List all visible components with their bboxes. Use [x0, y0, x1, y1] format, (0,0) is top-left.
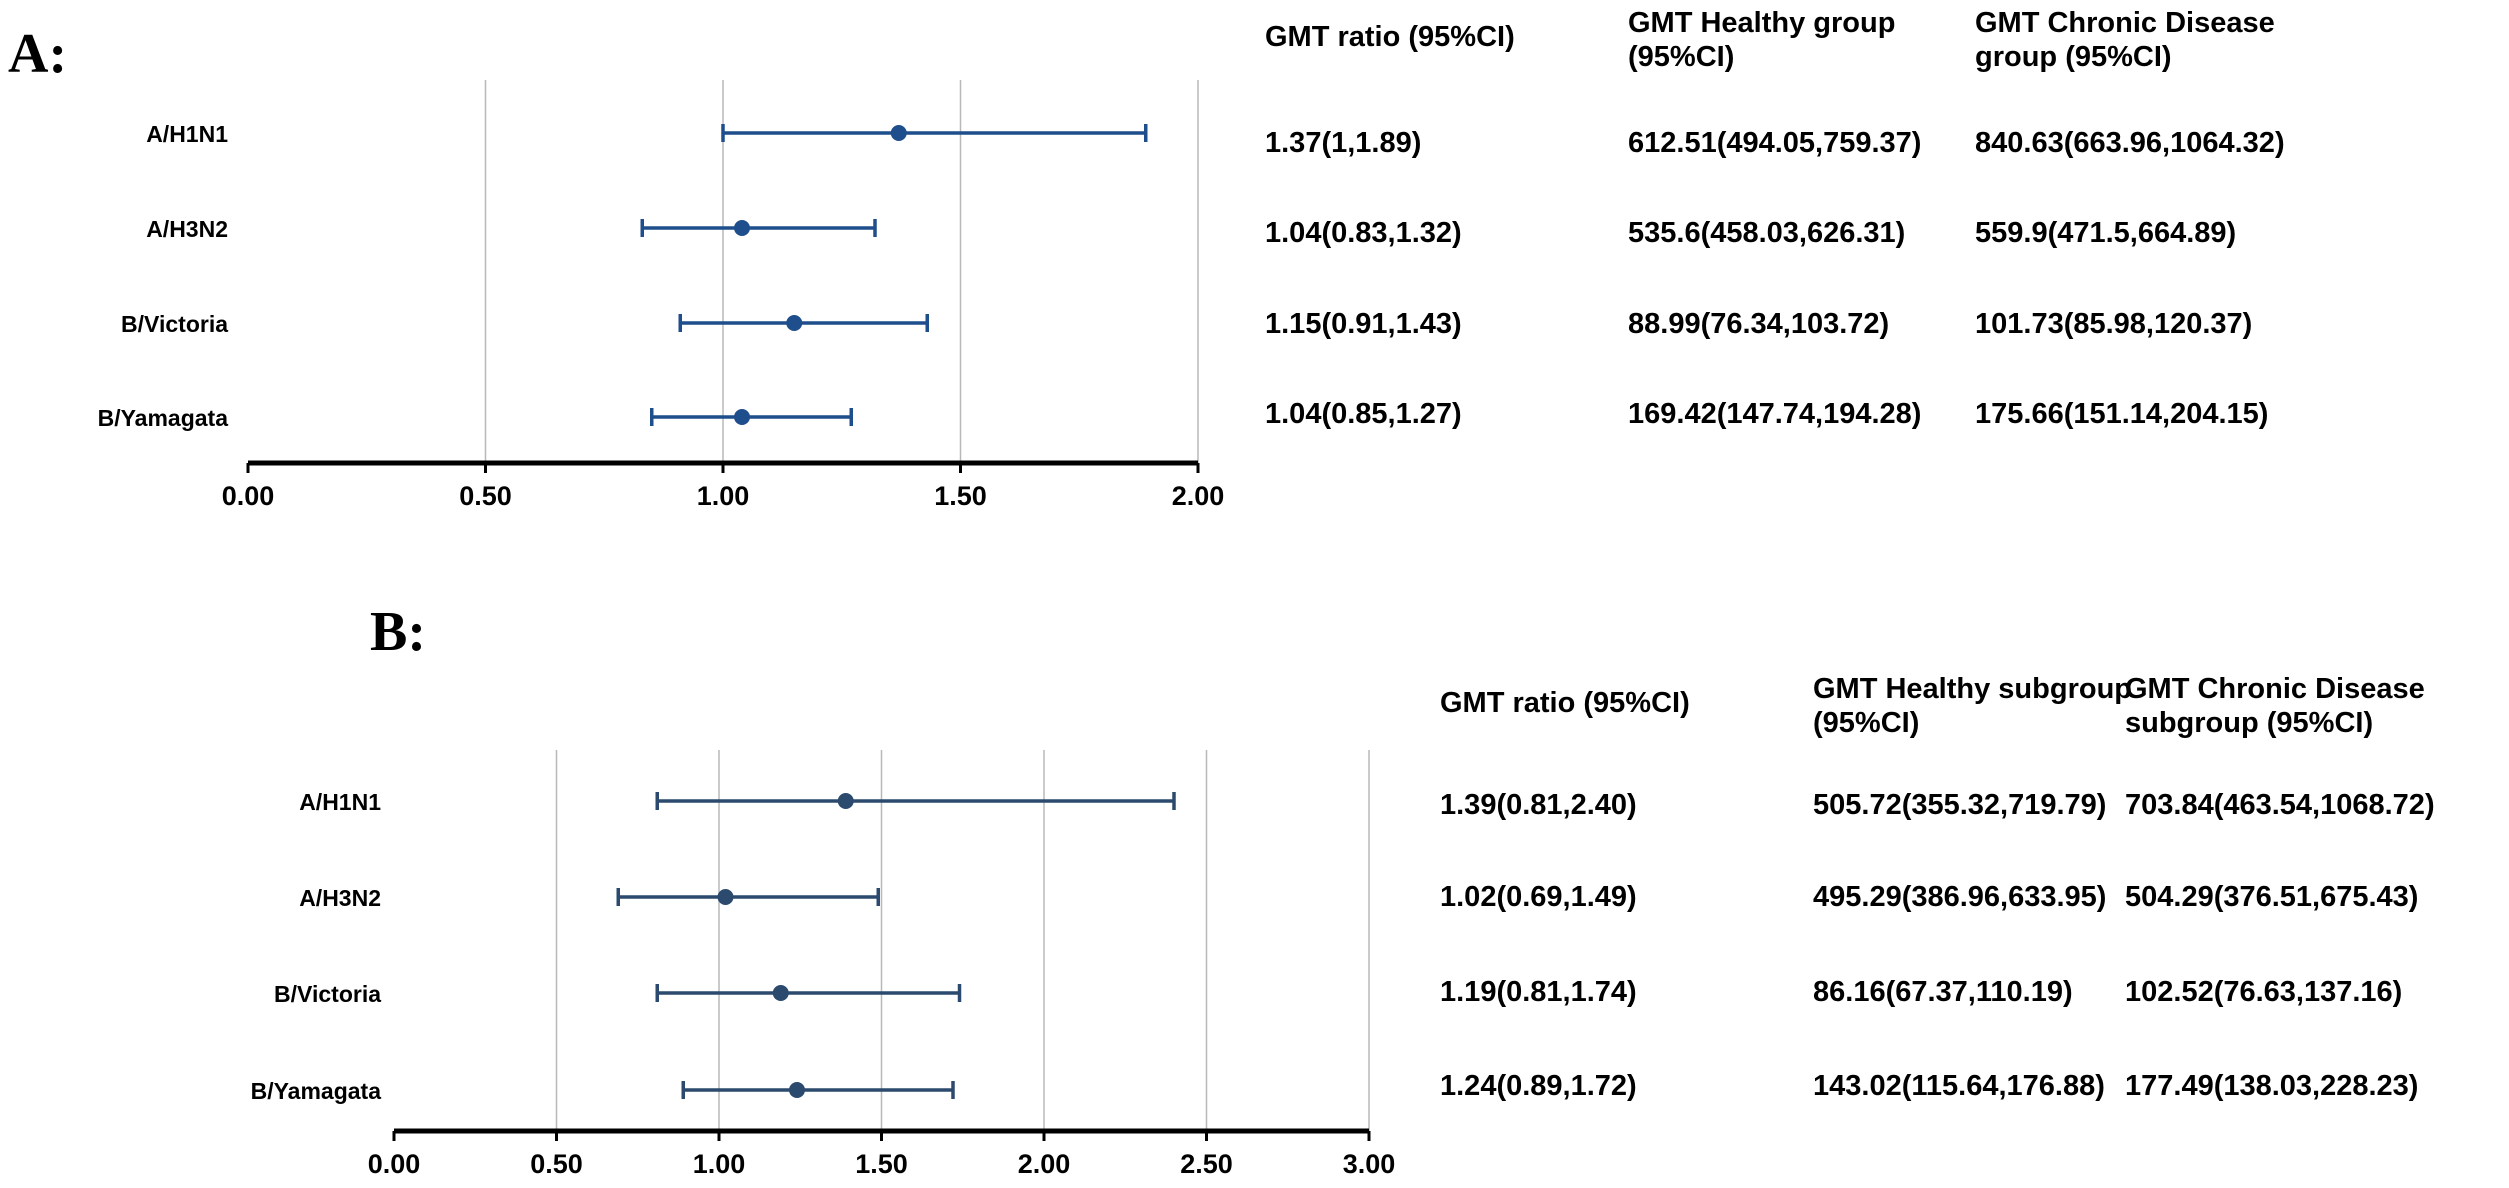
panel-b-row1-healthy: 505.72(355.32,719.79) — [1813, 789, 2107, 821]
panel-b-row3-ratio: 1.19(0.81,1.74) — [1440, 976, 1637, 1008]
panel-a-row2-ratio: 1.04(0.83,1.32) — [1265, 217, 1462, 249]
panel-a-row3-healthy: 88.99(76.34,103.72) — [1628, 308, 1890, 340]
panel-a-row2-healthy: 535.6(458.03,626.31) — [1628, 217, 1906, 249]
panel-b-point-estimate — [837, 793, 854, 809]
panel-b-tick-label: 0.00 — [368, 1149, 421, 1179]
panel-a-row1-ratio: 1.37(1,1.89) — [1265, 127, 1422, 159]
panel-b-tick-label: 3.00 — [1343, 1149, 1396, 1179]
panel-b-tick-label: 2.00 — [1018, 1149, 1071, 1179]
panel-a-row4-chronic: 175.66(151.14,204.15) — [1975, 398, 2269, 430]
panel-a-tick-label: 1.50 — [934, 481, 987, 511]
panel-a-row3-chronic: 101.73(85.98,120.37) — [1975, 308, 2253, 340]
panel-b-tick-label: 1.00 — [693, 1149, 746, 1179]
panel-a-tick-label: 1.00 — [697, 481, 750, 511]
panel-a-row1-chronic: 840.63(663.96,1064.32) — [1975, 127, 2285, 159]
panel-a-row2-chronic: 559.9(471.5,664.89) — [1975, 217, 2237, 249]
panel-b-header-ratio: GMT ratio (95%CI) — [1440, 687, 1690, 719]
panel-a-category-label: A/H3N2 — [146, 216, 228, 242]
panel-a-point-estimate — [734, 409, 750, 425]
panel-a-header-chronic: GMT Chronic Disease group (95%CI) — [1975, 7, 2275, 73]
panel-b-row2-healthy: 495.29(386.96,633.95) — [1813, 881, 2107, 913]
panel-b-row4-healthy: 143.02(115.64,176.88) — [1813, 1070, 2105, 1102]
panel-b-point-estimate — [717, 889, 734, 905]
panel-b-label: B: — [370, 601, 426, 663]
panel-b-category-label: B/Yamagata — [251, 1078, 382, 1104]
panel-b-category-label: A/H3N2 — [299, 885, 381, 911]
panel-a-category-label: B/Yamagata — [98, 405, 229, 431]
panel-b-header-healthy: GMT Healthy subgroup (95%CI) — [1813, 673, 2132, 739]
panel-a-point-estimate — [890, 125, 907, 141]
panel-b-point-estimate — [772, 985, 789, 1001]
panel-a-row3-ratio: 1.15(0.91,1.43) — [1265, 308, 1462, 340]
panel-b-category-label: B/Victoria — [274, 981, 381, 1007]
panel-a-tick-label: 2.00 — [1172, 481, 1225, 511]
panel-b-row4-ratio: 1.24(0.89,1.72) — [1440, 1070, 1637, 1102]
panel-a-row1-healthy: 612.51(494.05,759.37) — [1628, 127, 1922, 159]
panel-a-header-healthy: GMT Healthy group (95%CI) — [1628, 7, 1896, 73]
panel-a-row4-ratio: 1.04(0.85,1.27) — [1265, 398, 1462, 430]
panel-a-category-label: A/H1N1 — [146, 121, 228, 147]
panel-b-tick-label: 2.50 — [1180, 1149, 1233, 1179]
panel-b-row4-chronic: 177.49(138.03,228.23) — [2125, 1070, 2419, 1102]
panel-a-tick-label: 0.00 — [222, 481, 275, 511]
panel-a-category-label: B/Victoria — [121, 311, 228, 337]
panel-b-tick-label: 1.50 — [855, 1149, 908, 1179]
panel-a-point-estimate — [786, 315, 803, 331]
panel-b-row3-chronic: 102.52(76.63,137.16) — [2125, 976, 2403, 1008]
panel-b-category-label: A/H1N1 — [299, 789, 381, 815]
panel-b-row2-chronic: 504.29(376.51,675.43) — [2125, 881, 2419, 913]
panel-b-row3-healthy: 86.16(67.37,110.19) — [1813, 976, 2073, 1008]
panel-a-header-ratio: GMT ratio (95%CI) — [1265, 21, 1515, 53]
panel-b-header-chronic: GMT Chronic Disease subgroup (95%CI) — [2125, 673, 2425, 739]
panel-b-row1-ratio: 1.39(0.81,2.40) — [1440, 789, 1637, 821]
panel-a-row4-healthy: 169.42(147.74,194.28) — [1628, 398, 1922, 430]
panel-b-row1-chronic: 703.84(463.54,1068.72) — [2125, 789, 2435, 821]
panel-b-tick-label: 0.50 — [530, 1149, 583, 1179]
panel-b-point-estimate — [789, 1082, 805, 1098]
panel-a-point-estimate — [734, 220, 750, 236]
panel-a-tick-label: 0.50 — [459, 481, 512, 511]
panel-a-label: A: — [8, 23, 68, 85]
panel-b-row2-ratio: 1.02(0.69,1.49) — [1440, 881, 1637, 913]
